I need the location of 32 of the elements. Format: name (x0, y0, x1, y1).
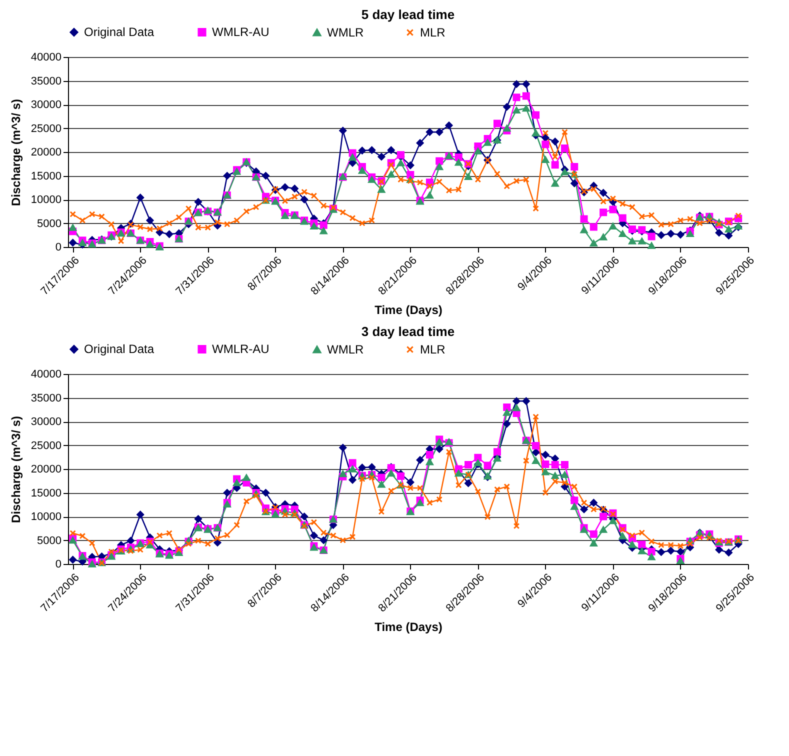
y-tick-label: 15000 (30, 170, 62, 182)
y-tick-label: 30000 (30, 416, 62, 428)
legend-label: Original Data (84, 25, 154, 40)
y-tick-label: 0 (55, 558, 62, 570)
x-axis-title: Time (Days) (374, 620, 442, 634)
y-tick-label: 20000 (30, 146, 62, 158)
legend-label: MLR (420, 26, 446, 40)
y-tick-label: 40000 (30, 52, 62, 64)
y-tick-label: 35000 (30, 392, 62, 404)
y-tick-label: 40000 (30, 368, 62, 380)
y-tick-label: 20000 (30, 464, 62, 476)
y-axis-title: Discharge (m^3/ s) (8, 416, 23, 524)
legend-label: WMLR (327, 25, 364, 40)
x-axis-title: Time (Days) (374, 302, 442, 317)
y-tick-label: 10000 (30, 194, 62, 206)
y-tick-label: 35000 (30, 75, 62, 88)
y-tick-label: 15000 (30, 487, 62, 500)
y-tick-label: 0 (55, 242, 62, 254)
y-tick-label: 30000 (30, 99, 62, 111)
legend-label: Original Data (84, 342, 154, 356)
legend-label: WMLR-AU (212, 342, 270, 356)
y-tick-label: 5000 (37, 534, 62, 547)
legend-label: MLR (420, 342, 446, 356)
chart-title: 3 day lead time (361, 324, 455, 339)
y-tick-label: 25000 (30, 440, 62, 452)
chart-title: 5 day lead time (361, 7, 455, 22)
legend-label: WMLR-AU (212, 25, 270, 40)
y-tick-label: 25000 (30, 122, 62, 135)
y-tick-label: 10000 (30, 511, 62, 523)
legend-label: WMLR (327, 342, 364, 356)
y-tick-label: 5000 (37, 218, 62, 230)
y-axis-title: Discharge (m^3/ s) (8, 98, 23, 206)
